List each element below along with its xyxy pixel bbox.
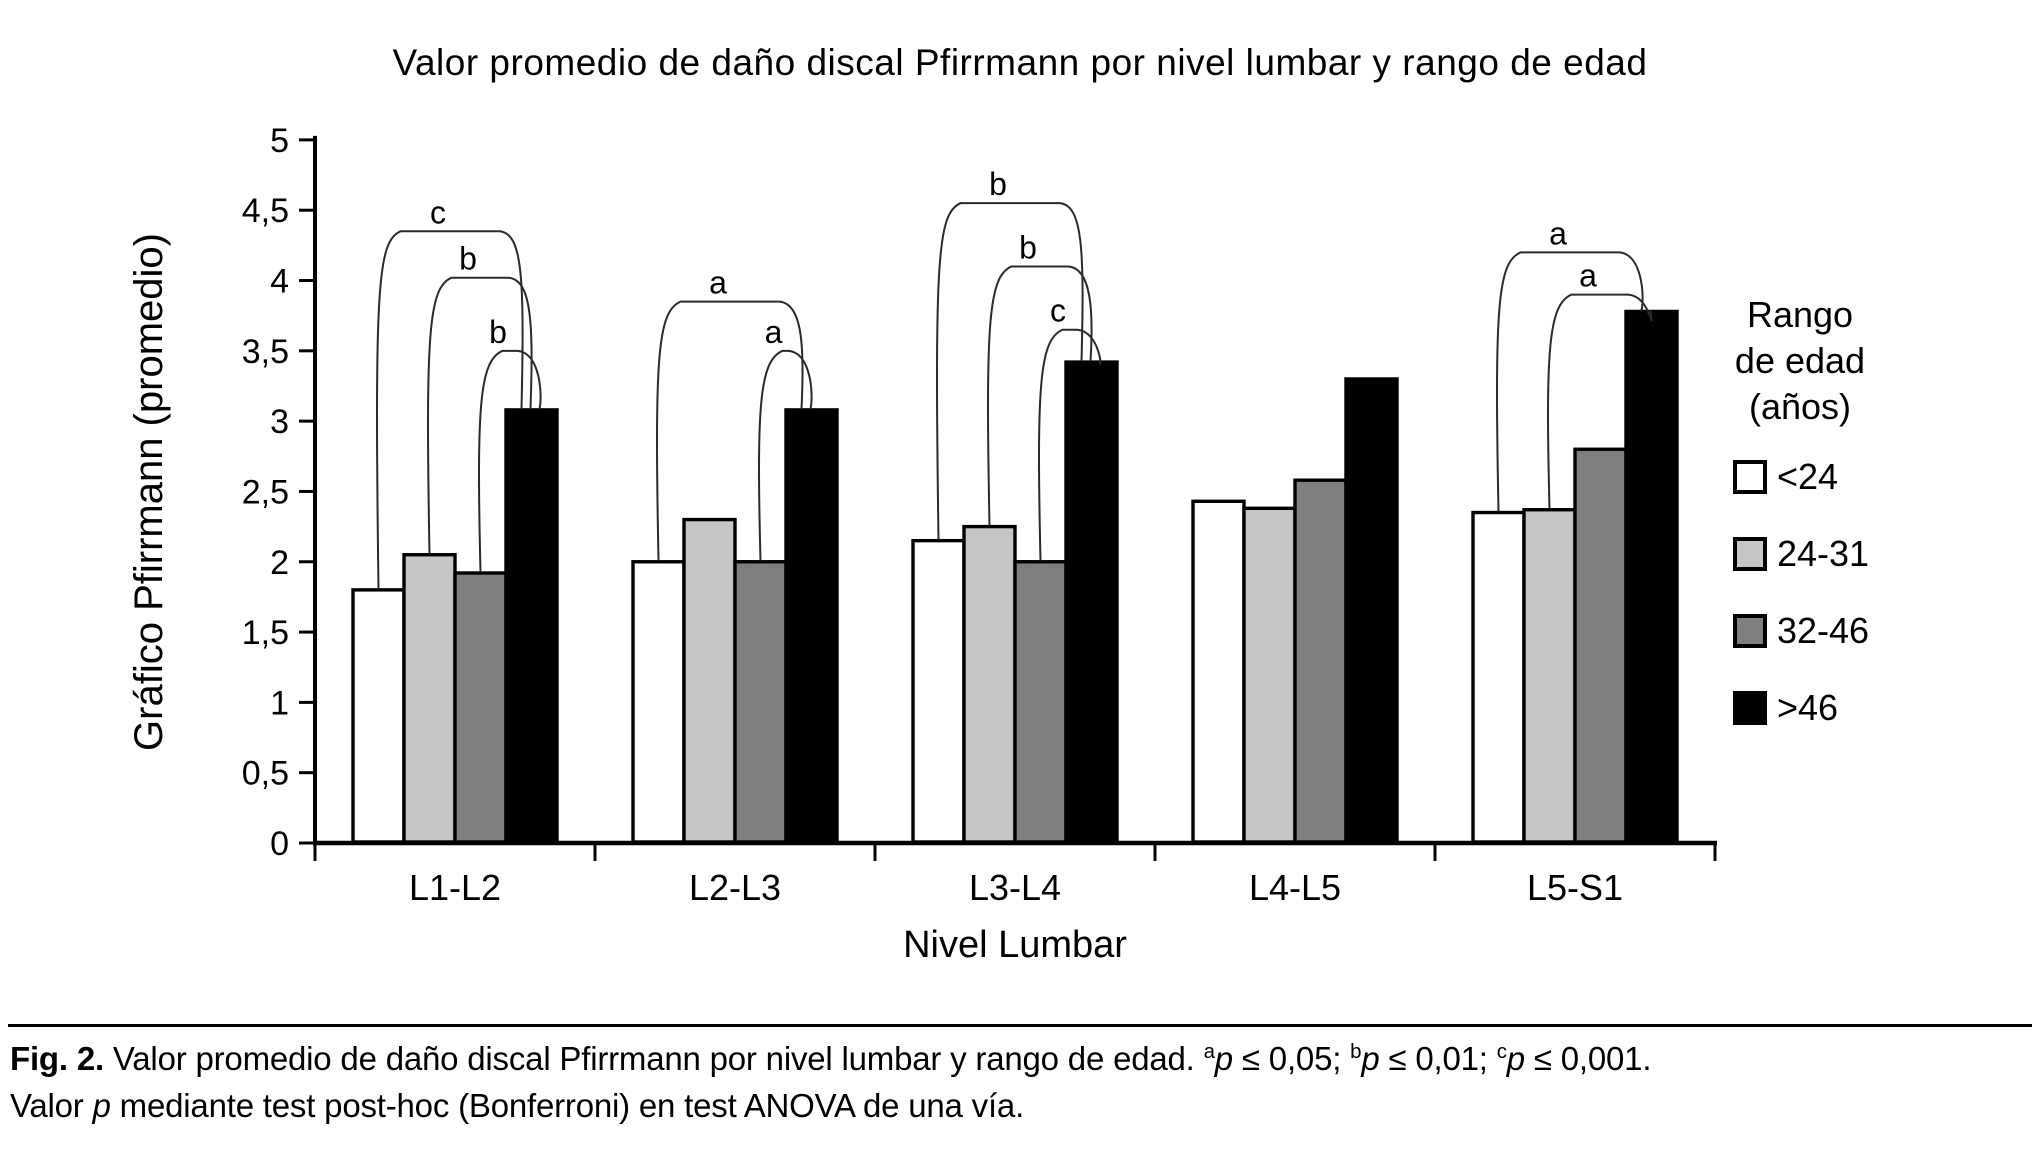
- caption-text: a: [1203, 1040, 1215, 1063]
- caption-text: Fig. 2.: [10, 1040, 104, 1077]
- legend-swatch: [1733, 690, 1767, 725]
- significance-bracket-L3-L4-b: [987, 265, 1093, 526]
- significance-bracket-L3-L4-c: [1038, 328, 1102, 561]
- y-tick-label: 5: [270, 122, 289, 160]
- bracket-label-L1-L2: c: [430, 194, 446, 230]
- y-tick-label: 1,5: [242, 614, 289, 652]
- bar-L3-L4->46: [1064, 360, 1119, 844]
- legend-label: 24-31: [1777, 532, 1870, 574]
- significance-bracket-L5-S1-a: [1496, 251, 1644, 512]
- bracket-label-L2-L3: a: [765, 314, 783, 350]
- bar-L5-S1-<24: [1471, 510, 1526, 844]
- bar-L4-L5->46: [1344, 377, 1399, 844]
- bracket-label-L2-L3: a: [709, 265, 727, 301]
- x-tick-label: L4-L5: [1249, 867, 1341, 908]
- caption-text: p: [1506, 1040, 1525, 1077]
- chart-title: Valor promedio de daño discal Pfirrmann …: [392, 42, 1648, 83]
- x-axis-title: Nivel Lumbar: [903, 924, 1127, 966]
- bar-L1-L2-32-46: [453, 571, 508, 844]
- significance-bracket-L1-L2-b: [427, 276, 533, 554]
- caption-text: mediante test post-hoc (Bonferroni) en t…: [110, 1087, 1025, 1124]
- bar-L5-S1-32-46: [1573, 447, 1628, 844]
- caption-text: Valor promedio de daño discal Pfirrmann …: [103, 1040, 1204, 1077]
- caption-text: p: [1214, 1040, 1233, 1077]
- caption-text: b: [1350, 1040, 1362, 1063]
- caption-text: c: [1496, 1040, 1507, 1063]
- bar-L2-L3-<24: [631, 560, 686, 844]
- x-tick-label: L1-L2: [409, 867, 501, 908]
- significance-bracket-L5-S1-a: [1547, 293, 1653, 509]
- bar-L2-L3-32-46: [733, 560, 788, 844]
- bar-L1-L2-<24: [351, 588, 406, 844]
- y-tick-label: 2,5: [242, 473, 289, 511]
- caption-text: ≤ 0,05;: [1232, 1040, 1351, 1077]
- bracket-label-L1-L2: b: [459, 241, 477, 277]
- caption-text: Valor: [10, 1087, 93, 1124]
- legend-swatch: [1733, 613, 1767, 648]
- bar-L3-L4-24-31: [962, 524, 1017, 844]
- bracket-label-L3-L4: c: [1050, 293, 1066, 329]
- legend-label: 32-46: [1777, 609, 1870, 651]
- legend-title-line: Rango: [1746, 294, 1854, 335]
- bar-L1-L2->46: [504, 408, 559, 844]
- caption-text: p: [92, 1087, 111, 1124]
- bracket-label-L1-L2: b: [489, 314, 507, 350]
- bar-L2-L3->46: [784, 408, 839, 844]
- y-tick-label: 4,5: [242, 192, 289, 230]
- bar-L2-L3-24-31: [682, 517, 737, 844]
- legend-label: <24: [1777, 455, 1839, 497]
- bar-L5-S1-24-31: [1522, 508, 1577, 844]
- significance-bracket-L1-L2-b: [478, 349, 542, 573]
- caption-text: p: [1361, 1040, 1380, 1077]
- figure-caption: Fig. 2. Valor promedio de daño discal Pf…: [10, 1040, 2032, 1134]
- legend-swatch: [1733, 536, 1767, 571]
- legend-item-24-31: 24-31: [1733, 533, 1869, 574]
- bracket-label-L5-S1: a: [1579, 258, 1597, 294]
- bar-L4-L5-<24: [1191, 499, 1246, 844]
- bar-L3-L4-<24: [911, 538, 966, 844]
- y-tick-label: 0,5: [242, 755, 289, 793]
- significance-bracket-L3-L4-b: [936, 202, 1084, 540]
- y-tick-label: 4: [270, 263, 289, 301]
- x-tick-label: L2-L3: [689, 867, 781, 908]
- legend: <24 24-31 32-46 >46: [1733, 456, 1869, 768]
- bracket-label-L5-S1: a: [1549, 215, 1567, 251]
- y-tick-label: 2: [270, 544, 289, 582]
- bar-L4-L5-24-31: [1242, 506, 1297, 844]
- legend-label: >46: [1777, 686, 1839, 728]
- legend-title: Rango de edad (años): [1690, 292, 1910, 430]
- caption-line-1: Fig. 2. Valor promedio de daño discal Pf…: [10, 1040, 2032, 1078]
- legend-title-line: (años): [1748, 386, 1852, 427]
- caption-text: ≤ 0,01;: [1379, 1040, 1497, 1077]
- bar-L3-L4-32-46: [1013, 560, 1068, 844]
- y-tick-label: 3,5: [242, 333, 289, 371]
- y-tick-label: 0: [270, 825, 289, 863]
- bracket-label-L3-L4: b: [989, 166, 1007, 202]
- x-tick-label: L5-S1: [1527, 867, 1623, 908]
- caption-divider: [8, 1024, 2032, 1027]
- legend-item->46: >46: [1733, 687, 1869, 728]
- legend-item-<24: <24: [1733, 456, 1869, 497]
- legend-title-line: de edad: [1734, 340, 1866, 381]
- x-tick-label: L3-L4: [969, 867, 1061, 908]
- bar-L4-L5-32-46: [1293, 478, 1348, 844]
- bracket-label-L3-L4: b: [1019, 229, 1037, 265]
- y-tick-label: 1: [270, 684, 289, 722]
- chart-canvas: 0 0,5 1 1,5 2 2,5 3 3,5 4 4,5 5 L1-L2 L2-L3 L3-L4 L4-L…: [242, 122, 1717, 908]
- significance-bracket-L2-L3-a: [656, 300, 804, 561]
- caption-text: ≤ 0,001.: [1524, 1040, 1652, 1077]
- caption-line-2: Valor p mediante test post-hoc (Bonferro…: [10, 1087, 2032, 1125]
- bar-L5-S1->46: [1624, 309, 1679, 844]
- bar-L1-L2-24-31: [402, 553, 457, 844]
- y-tick-label: 3: [270, 403, 289, 441]
- legend-item-32-46: 32-46: [1733, 610, 1869, 651]
- significance-bracket-L1-L2-c: [376, 230, 524, 589]
- significance-bracket-L2-L3-a: [758, 349, 813, 561]
- legend-swatch: [1733, 459, 1767, 494]
